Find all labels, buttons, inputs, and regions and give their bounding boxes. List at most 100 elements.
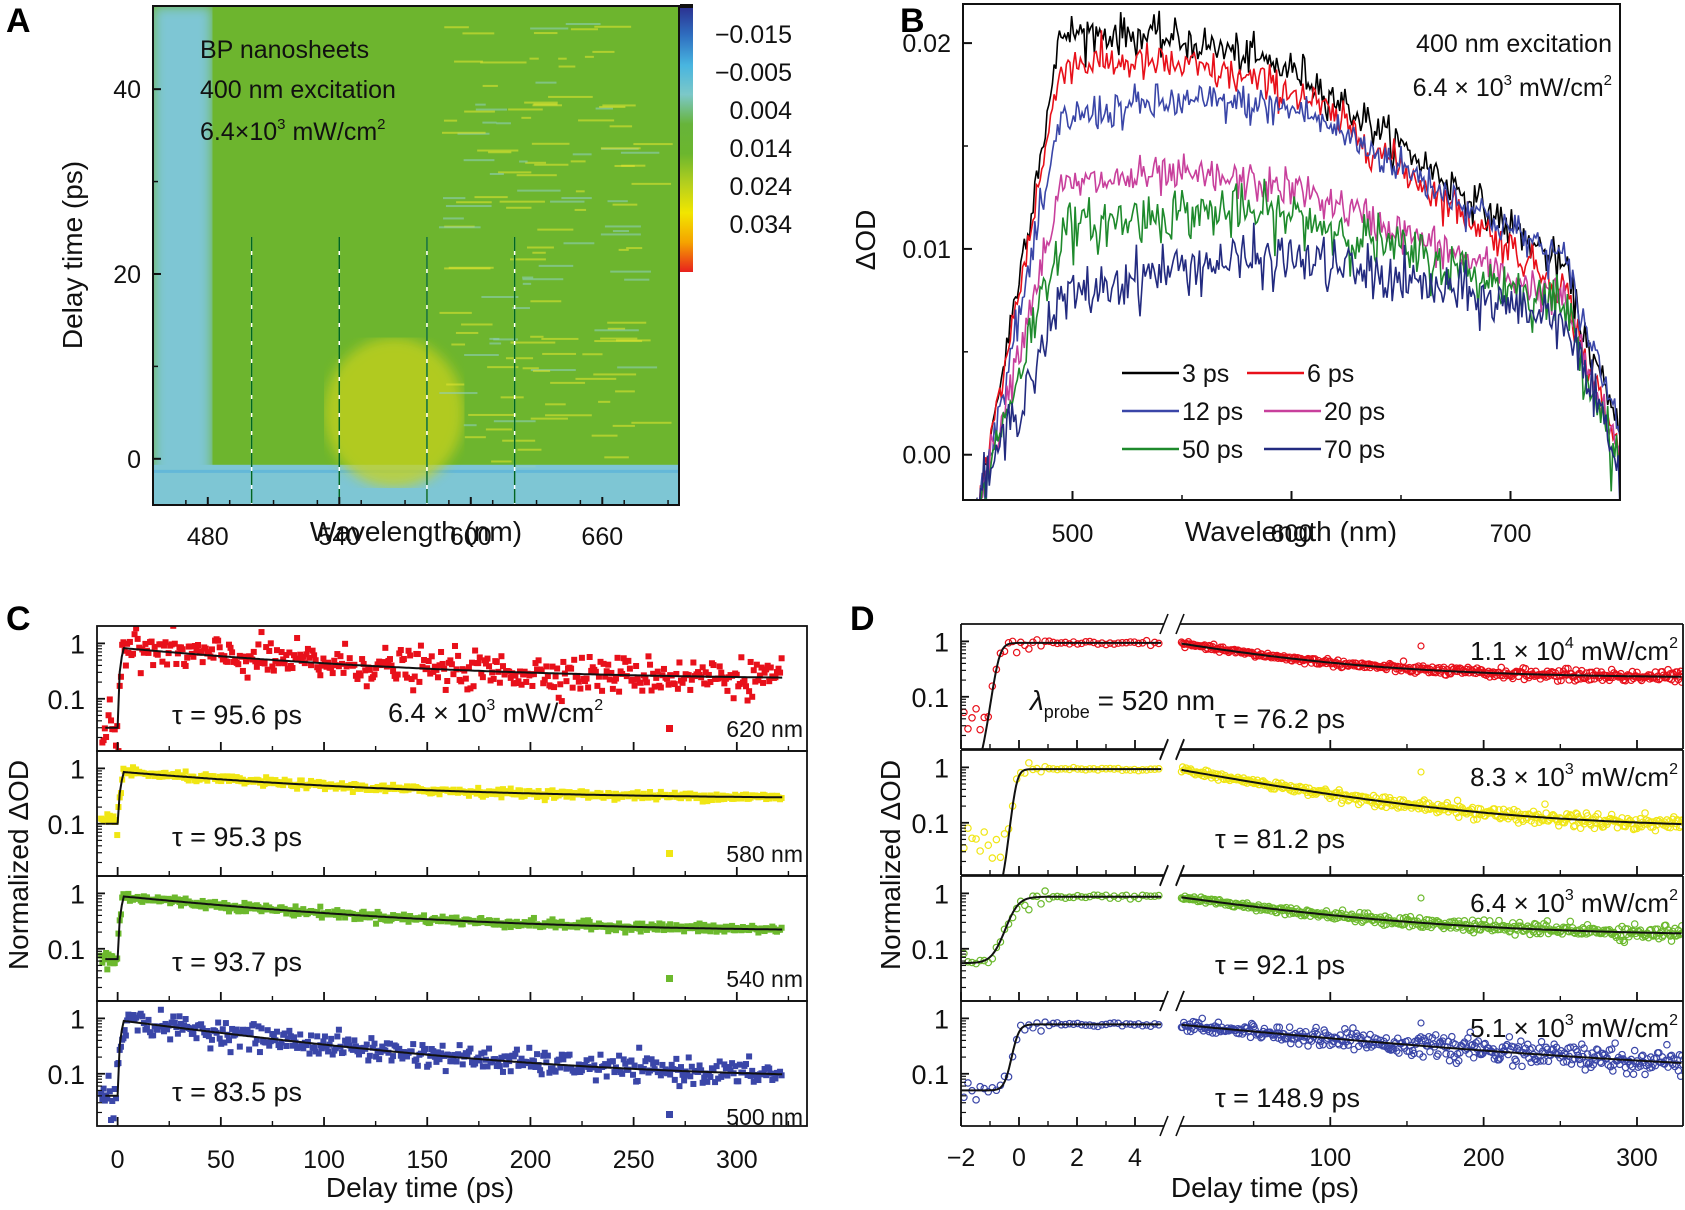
data-point [744,697,751,704]
data-point [634,920,641,927]
data-point [318,914,325,921]
data-point [1651,826,1660,835]
data-point [385,1049,392,1056]
noise-stripe [517,189,561,192]
data-point [667,921,674,928]
data-point [394,671,401,678]
x-axis-label: Wavelength (nm) [1185,516,1397,547]
noise-stripe [600,147,641,150]
data-point [631,924,638,931]
data-point [1126,766,1135,774]
data-point [101,725,108,732]
data-point [366,666,373,673]
data-point [467,1045,474,1052]
x-tick-label: 0 [1012,1144,1026,1172]
data-point [578,788,585,795]
data-point [117,673,124,680]
axis-break-icon [1175,739,1185,761]
data-point [292,655,299,662]
data-point [1285,1023,1294,1031]
noise-stripe [607,200,628,203]
data-point [357,672,364,679]
data-point [713,791,720,798]
data-point [371,671,378,678]
data-point [291,652,298,659]
data-point [184,654,191,661]
data-point [388,916,395,923]
noise-stripe [616,339,651,342]
data-point [386,656,393,663]
data-point [359,1048,366,1055]
data-point [133,766,140,773]
data-point [1356,908,1364,917]
data-point [359,656,366,663]
data-point [1061,894,1070,902]
data-point [399,916,406,923]
data-point [659,921,666,928]
power-exponent: 3 [1565,761,1574,778]
noise-stripe [617,366,658,369]
data-point [191,1024,198,1031]
data-point [335,914,342,921]
data-point [509,670,516,677]
noise-stripe [574,208,587,211]
data-point [143,1025,150,1032]
data-point [712,924,719,931]
x-tick-label: 480 [187,523,229,551]
data-point [568,665,575,672]
noise-stripe [526,246,554,249]
data-point [718,669,725,676]
x-tick-label: 100 [303,1146,345,1174]
data-point [1434,1050,1442,1058]
data-point [390,1053,397,1060]
data-point [109,1097,116,1104]
data-point [337,653,344,660]
data-point [625,1066,632,1073]
data-point [707,792,714,799]
y-tick-label: 1 [934,627,949,657]
data-point [329,1051,336,1058]
data-point [464,686,471,693]
data-point [318,1045,325,1052]
noise-stripe [626,247,643,250]
data-point [417,642,424,649]
data-point [193,1035,200,1042]
x-tick-label: 300 [1616,1144,1658,1172]
data-point [101,956,108,963]
data-point [430,1048,437,1055]
x-tick-label: 100 [1309,1144,1351,1172]
power-text: mW/cm [1574,762,1669,792]
data-point [404,1053,411,1060]
data-point [121,1027,128,1034]
data-point [373,787,380,794]
data-point [181,1022,188,1029]
data-point [334,1033,341,1040]
y-tick-label: 1 [934,1004,949,1034]
data-point [224,1031,231,1038]
data-point [583,789,590,796]
data-point [676,1083,683,1090]
data-point [219,1026,226,1033]
data-point [1629,825,1638,834]
data-point [540,680,547,687]
data-point [597,790,604,797]
data-point [704,681,711,688]
noise-stripe [491,460,512,463]
noise-stripe [620,151,660,154]
x-tick-label: 700 [1490,520,1532,548]
data-point [541,1049,548,1056]
data-point [1265,902,1273,911]
noise-stripe [500,396,524,399]
panel-a-heatmap: 480 540 600 660 0 20 40 Wavelength (nm) Delay… [57,4,792,551]
power-exponent: 4 [1565,635,1574,652]
data-point [157,1006,164,1013]
data-point [303,651,310,658]
data-point [222,905,229,912]
data-point [362,783,369,790]
noise-stripe [498,171,532,174]
subpanel-6.410: 0.1 1 τ = 92.1 ps 6.4 × 103 mW/cm2 [911,865,1684,1012]
data-point [105,1072,112,1079]
data-point [315,778,322,785]
data-point [396,650,403,657]
data-point [523,678,530,685]
